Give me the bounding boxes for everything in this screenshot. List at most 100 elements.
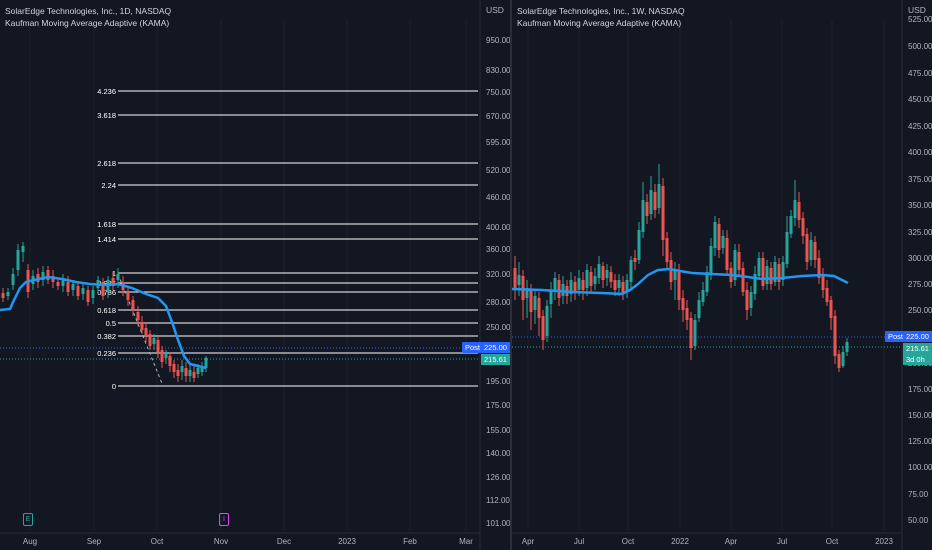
candle-body (525, 288, 529, 298)
price-tick: 750.00 (486, 88, 510, 97)
candle-body (633, 258, 637, 262)
candle-body (111, 278, 115, 286)
candle-body (649, 190, 653, 214)
candle-body (801, 218, 805, 236)
chart-pane-daily[interactable]: SolarEdge Technologies, Inc., 1D, NASDAQ… (0, 0, 512, 550)
candle-body (71, 284, 75, 290)
candle-body (629, 260, 633, 282)
candle-body (126, 292, 130, 300)
time-tick: Mar (459, 537, 473, 546)
candle-body (561, 284, 565, 296)
fib-level-label: 3.618 (97, 111, 116, 120)
candle-body (513, 268, 517, 290)
candle-body (845, 342, 849, 352)
time-tick: 2022 (671, 537, 689, 546)
time-tick: Oct (622, 537, 635, 546)
fib-level-label: 0 (112, 382, 116, 391)
price-tick: 275.00 (908, 280, 932, 289)
candle-body (757, 258, 761, 276)
earnings-marker-icon[interactable]: E (23, 513, 33, 526)
chart-title[interactable]: SolarEdge Technologies, Inc., 1D, NASDAQ (5, 6, 172, 16)
price-tick: 250.00 (486, 323, 510, 332)
chart-pane-weekly[interactable]: SolarEdge Technologies, Inc., 1W, NASDAQ… (512, 0, 932, 550)
candle-body (1, 293, 5, 298)
candle-body (809, 240, 813, 260)
price-tick: 670.00 (486, 112, 510, 121)
candle-body (693, 320, 697, 346)
price-tick: 155.00 (486, 426, 510, 435)
price-tick: 112.00 (486, 496, 510, 505)
fib-level-label: 2.24 (101, 181, 116, 190)
indicator-name[interactable]: Kaufman Moving Average Adaptive (KAMA) (5, 18, 170, 28)
candle-body (705, 272, 709, 292)
candle-body (661, 186, 665, 240)
candle-body (144, 328, 148, 336)
chart-canvas[interactable]: 950.00 830.00 750.00 670.00 595.00 520.00 460.… (0, 0, 510, 550)
candle-body (669, 260, 673, 282)
candle-body (713, 222, 717, 248)
price-tick: 500.00 (908, 42, 932, 51)
chart-title[interactable]: SolarEdge Technologies, Inc., 1W, NASDAQ (517, 6, 685, 16)
candle-body (613, 280, 617, 290)
candle-body (689, 318, 693, 348)
last-price: 215.61 (906, 344, 929, 353)
post-price-badge: 225.00 (481, 342, 510, 353)
candle-body (61, 278, 65, 286)
price-tick: 101.00 (486, 519, 510, 528)
candle-body (56, 282, 60, 286)
time-tick: Jul (777, 537, 787, 546)
candle-body (717, 224, 721, 250)
price-tick: 175.00 (486, 401, 510, 410)
post-label: Post (462, 342, 484, 353)
fib-level-label: 1 (112, 269, 116, 278)
candle-body (66, 282, 70, 292)
candle-body (753, 274, 757, 294)
candle-body (577, 278, 581, 290)
time-tick: Feb (403, 537, 417, 546)
candle-body (517, 275, 521, 285)
post-label: Post (885, 331, 907, 342)
candle-body (805, 234, 809, 262)
candle-body (725, 238, 729, 270)
candle-body (793, 200, 797, 218)
price-tick: 150.00 (908, 411, 932, 420)
event-marker-icon[interactable]: I (219, 513, 229, 526)
candle-body (589, 272, 593, 286)
candle-body (745, 290, 749, 310)
candle-body (76, 286, 80, 296)
candle-body (777, 264, 781, 282)
candle-body (192, 372, 196, 378)
price-tick: 400.00 (908, 148, 932, 157)
price-tick: 950.00 (486, 36, 510, 45)
time-tick: 2023 (338, 537, 356, 546)
fib-level-label: 0.618 (97, 306, 116, 315)
candle-body (91, 290, 95, 298)
candle-body (797, 202, 801, 220)
candle-body (116, 274, 120, 280)
fib-level-label: 1.414 (97, 235, 116, 244)
price-tick: 595.00 (486, 138, 510, 147)
candle-body (204, 358, 208, 368)
candle-body (617, 280, 621, 288)
price-tick: 325.00 (908, 228, 932, 237)
time-tick: Oct (151, 537, 164, 546)
candle-body (769, 268, 773, 284)
candle-body (196, 368, 200, 374)
candle-body (665, 238, 669, 262)
last-price-badge: 215.61 (481, 354, 510, 365)
candle-body (833, 316, 837, 356)
chart-canvas[interactable]: 525.00 500.00 475.00 450.00 425.00 400.00 375.… (512, 0, 932, 550)
candle-body (16, 250, 20, 270)
candle-body (837, 354, 841, 368)
post-price-badge: 225.00 (903, 331, 932, 342)
candle-body (721, 236, 725, 248)
candle-body (597, 264, 601, 278)
fib-level-label: 0.236 (97, 349, 116, 358)
candle-body (585, 270, 589, 288)
pane-divider[interactable] (510, 0, 512, 550)
price-tick: 126.00 (486, 473, 510, 482)
price-tick: 350.00 (908, 201, 932, 210)
candle-body (681, 298, 685, 310)
price-tick: 425.00 (908, 122, 932, 131)
indicator-name[interactable]: Kaufman Moving Average Adaptive (KAMA) (517, 18, 682, 28)
